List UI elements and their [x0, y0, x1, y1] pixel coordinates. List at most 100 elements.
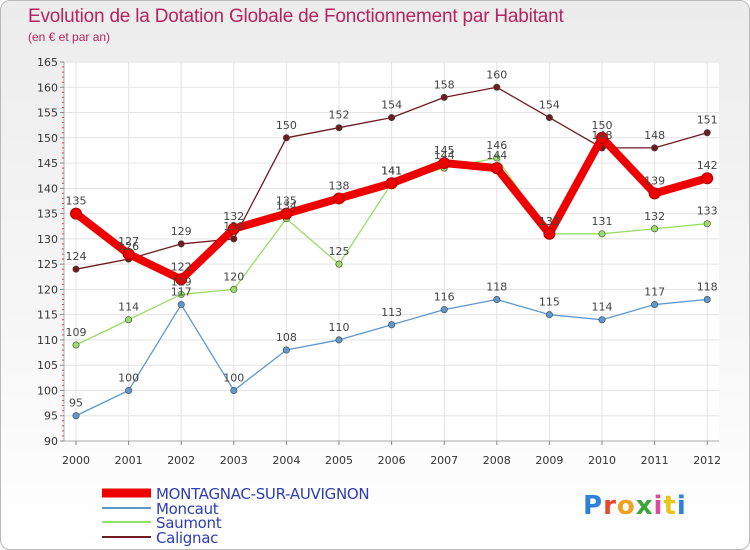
y-tick-label: 150	[37, 132, 58, 145]
data-label: 148	[592, 129, 613, 142]
data-point	[385, 177, 398, 190]
series-moncaut	[72, 296, 711, 420]
x-tick-label: 2001	[115, 454, 143, 467]
data-label: 127	[118, 235, 139, 248]
x-tick-label: 2000	[62, 454, 90, 467]
data-label: 148	[644, 129, 665, 142]
data-label: 141	[381, 164, 402, 177]
data-label: 117	[171, 286, 192, 299]
x-tick-label: 2011	[641, 454, 669, 467]
data-point	[230, 235, 238, 243]
data-label: 135	[276, 195, 297, 208]
data-label: 120	[223, 270, 244, 283]
y-tick-label: 120	[37, 283, 58, 296]
data-label: 141	[381, 164, 402, 177]
data-point	[335, 336, 343, 344]
data-point	[230, 285, 238, 293]
data-point	[651, 144, 659, 152]
x-tick-label: 2010	[588, 454, 616, 467]
data-point	[122, 248, 135, 261]
data-point	[651, 301, 659, 309]
data-point	[545, 114, 553, 122]
x-tick-label: 2002	[167, 454, 195, 467]
series-calignac	[72, 83, 711, 273]
data-point	[335, 260, 343, 268]
logo-letter: i	[676, 491, 687, 521]
data-label: 150	[276, 119, 297, 132]
data-point	[648, 187, 661, 200]
data-point	[703, 220, 711, 228]
data-label: 152	[329, 109, 350, 122]
x-tick-label: 2004	[272, 454, 300, 467]
data-point	[545, 311, 553, 319]
data-point	[175, 273, 188, 286]
data-label: 116	[434, 291, 455, 304]
data-point	[335, 124, 343, 132]
data-point	[440, 93, 448, 101]
x-tick-label: 2003	[220, 454, 248, 467]
y-tick-label: 105	[37, 359, 58, 372]
data-label: 145	[434, 144, 455, 157]
y-tick-label: 155	[37, 107, 58, 120]
data-point	[493, 83, 501, 91]
y-tick-label: 90	[44, 435, 58, 448]
data-point	[440, 306, 448, 314]
y-tick-label: 130	[37, 233, 58, 246]
legend: MONTAGNAC-SUR-AUVIGNONMoncautSaumontCali…	[102, 485, 370, 547]
data-label: 109	[66, 326, 87, 339]
data-point	[72, 341, 80, 349]
legend-label: Calignac	[156, 529, 218, 547]
x-tick-label: 2005	[325, 454, 353, 467]
y-tick-label: 165	[37, 56, 58, 69]
data-point	[490, 162, 503, 175]
data-point	[598, 230, 606, 238]
data-label: 132	[644, 210, 665, 223]
series-montagnac-sur-auvignon	[70, 131, 714, 286]
data-point	[598, 316, 606, 324]
data-label: 122	[171, 260, 192, 273]
y-tick-label: 115	[37, 309, 58, 322]
data-point	[703, 129, 711, 137]
legend-label: MONTAGNAC-SUR-AUVIGNON	[156, 485, 369, 503]
x-tick-label: 2012	[693, 454, 721, 467]
logo-letter: x	[635, 491, 654, 521]
data-point	[543, 227, 556, 240]
data-label: 131	[592, 215, 613, 228]
data-point	[70, 207, 82, 220]
x-tick-label: 2009	[535, 454, 563, 467]
data-point	[230, 386, 238, 394]
data-point	[333, 192, 345, 205]
data-label: 142	[697, 159, 718, 172]
data-point	[282, 134, 290, 142]
y-tick-label: 95	[44, 410, 58, 423]
data-label: 134	[276, 200, 297, 213]
data-point	[388, 321, 396, 329]
data-label: 115	[539, 296, 560, 309]
data-label: 154	[381, 99, 402, 112]
logo-letter: r	[603, 491, 617, 521]
data-label: 118	[486, 281, 507, 294]
data-point	[227, 222, 240, 235]
y-tick-label: 125	[37, 258, 58, 271]
data-label: 108	[276, 331, 297, 344]
data-label: 125	[329, 245, 350, 258]
y-tick-label: 100	[37, 384, 58, 397]
data-label: 100	[223, 371, 244, 384]
data-point	[125, 316, 133, 324]
y-tick-label: 160	[37, 81, 58, 94]
chart-title: Evolution de la Dotation Globale de Fonc…	[28, 6, 564, 27]
data-label: 117	[644, 286, 665, 299]
data-point	[280, 207, 293, 220]
logo-letter: i	[653, 491, 664, 521]
data-label: 110	[329, 321, 350, 334]
data-label: 131	[539, 215, 560, 228]
data-label: 144	[486, 149, 507, 162]
proxiti-logo: Proxiti	[583, 491, 687, 521]
data-label: 114	[592, 301, 613, 314]
data-label: 124	[66, 250, 87, 263]
data-label: 158	[434, 78, 455, 91]
data-label: 146	[486, 139, 507, 152]
data-point	[125, 386, 133, 394]
data-label: 144	[434, 149, 455, 162]
